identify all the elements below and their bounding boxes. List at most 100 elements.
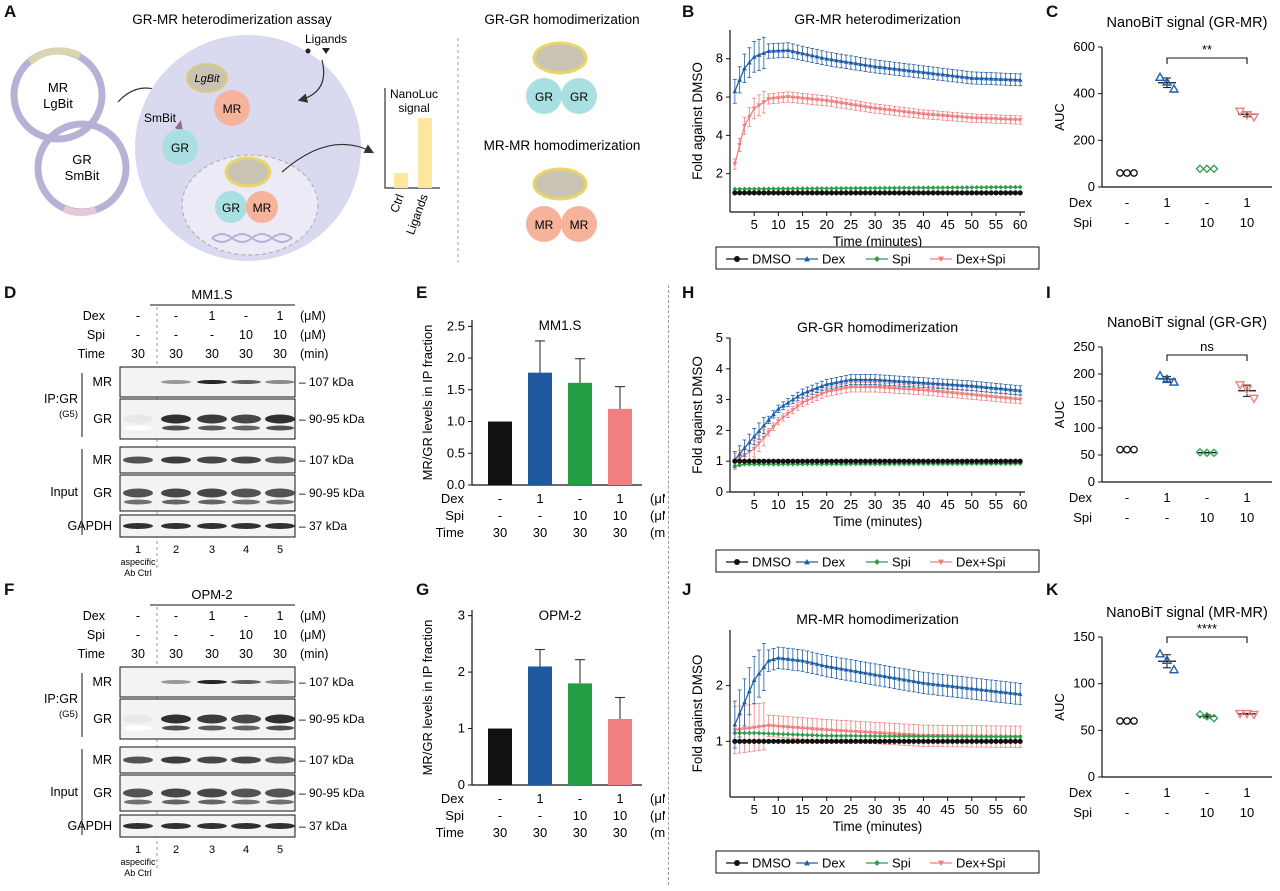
blot-kda-label: – 90-95 kDa	[299, 712, 365, 726]
legend-marker	[938, 256, 944, 262]
point-dmso	[819, 738, 825, 744]
x-tick-label: 50	[965, 497, 979, 512]
input-label: Input	[50, 785, 78, 799]
point-dmso	[959, 190, 965, 196]
y-tick-label: 100	[1073, 420, 1095, 435]
point-dex	[901, 67, 907, 72]
point-spi	[843, 733, 849, 739]
point-dex+spi	[814, 727, 820, 732]
point-dmso	[1003, 738, 1009, 744]
lane-number: 4	[243, 844, 249, 856]
point-dex+spi	[804, 97, 810, 102]
point-spi	[993, 734, 999, 740]
point-dmso	[998, 190, 1004, 196]
panel-letter-j: J	[682, 580, 692, 599]
point-dmso	[891, 458, 898, 464]
point-dmso	[920, 738, 927, 744]
point-dex	[742, 699, 747, 705]
point-spi	[974, 184, 980, 190]
point-dmso	[901, 458, 907, 464]
point-dmso	[843, 458, 849, 464]
point-spi	[892, 733, 897, 739]
point-dex+spi	[814, 98, 820, 103]
lane-number: 1	[135, 844, 141, 856]
point-dmso	[978, 190, 985, 196]
treatment-value: -	[174, 309, 178, 323]
point-dex	[901, 379, 907, 384]
treatment-value: -	[498, 508, 502, 523]
treatment-value: 30	[533, 825, 547, 840]
point-dmso	[1116, 169, 1124, 177]
point-dex	[979, 75, 984, 81]
y-tick-label: 8	[716, 51, 723, 66]
point-dmso	[959, 738, 965, 744]
chart-title: MM1.S	[539, 318, 582, 333]
point-dex	[877, 672, 883, 678]
point-dex	[892, 675, 897, 680]
treatment-value: 1	[209, 309, 216, 323]
point-dex	[974, 686, 980, 691]
point-dmso	[809, 190, 815, 196]
point-dexspi	[1248, 710, 1260, 720]
blot-band	[197, 788, 227, 798]
point-dex	[882, 65, 888, 70]
y-tick-label: 400	[1073, 86, 1095, 101]
treatment-value: 10	[573, 808, 587, 823]
point-dex	[906, 379, 912, 384]
point-dmso	[940, 458, 946, 464]
x-tick-label: 15	[795, 217, 809, 232]
blot-band	[231, 456, 261, 464]
point-dex	[771, 48, 776, 53]
point-dex	[872, 64, 878, 69]
point-dex+spi	[892, 386, 897, 391]
treatment-value: -	[210, 628, 214, 642]
treatment-unit: (min)	[300, 347, 328, 361]
treatment-value: 1	[536, 791, 543, 806]
treatment-unit: (μM)	[300, 609, 326, 623]
point-dex+spi	[746, 115, 752, 120]
blot-band-lower	[162, 799, 190, 805]
x-tick-label: 35	[892, 497, 906, 512]
x-tick-label: 30	[868, 217, 882, 232]
y-tick-label: 0	[1088, 474, 1095, 489]
blot-row-label: GAPDH	[68, 819, 112, 833]
treatment-value: 1	[277, 609, 284, 623]
x-tick-label: 60	[1013, 802, 1027, 817]
point-dex+spi	[824, 389, 830, 395]
point-dmso	[959, 458, 965, 464]
point-dex+spi	[1008, 396, 1013, 402]
point-dex+spi	[732, 162, 738, 167]
point-dmso	[983, 458, 989, 464]
point-dmso	[804, 458, 810, 464]
blot-band	[197, 823, 227, 829]
y-tick-label: 1	[716, 453, 723, 468]
point-dex	[1003, 386, 1009, 391]
point-dex+spi	[1012, 397, 1018, 402]
point-dmso	[838, 738, 844, 744]
blot-band	[161, 823, 191, 829]
point-dmso	[949, 738, 956, 744]
dex-row-label: Dex	[1069, 785, 1093, 800]
point-spi	[1012, 184, 1018, 190]
bar-dmso	[488, 728, 512, 785]
point-dex	[829, 57, 834, 62]
point-dex+spi	[867, 385, 873, 390]
point-dmso	[945, 458, 951, 464]
dex-value: 1	[1163, 490, 1170, 505]
point-dex+spi	[983, 116, 989, 122]
bar-ligands-label: Ligands	[403, 192, 431, 236]
y-tick-label: 0	[1088, 179, 1095, 194]
gr-label-2: GR	[222, 201, 240, 215]
point-spi	[872, 185, 878, 191]
point-dex	[775, 48, 781, 53]
point-dmso	[824, 190, 830, 196]
point-dex	[925, 380, 931, 385]
point-dex	[867, 671, 873, 676]
point-dmso	[766, 738, 772, 744]
point-spi	[785, 186, 791, 192]
dex-value: -	[1125, 785, 1129, 800]
point-dmso	[761, 190, 767, 196]
spi-value: -	[1165, 510, 1169, 525]
x-tick-label: 55	[989, 497, 1003, 512]
